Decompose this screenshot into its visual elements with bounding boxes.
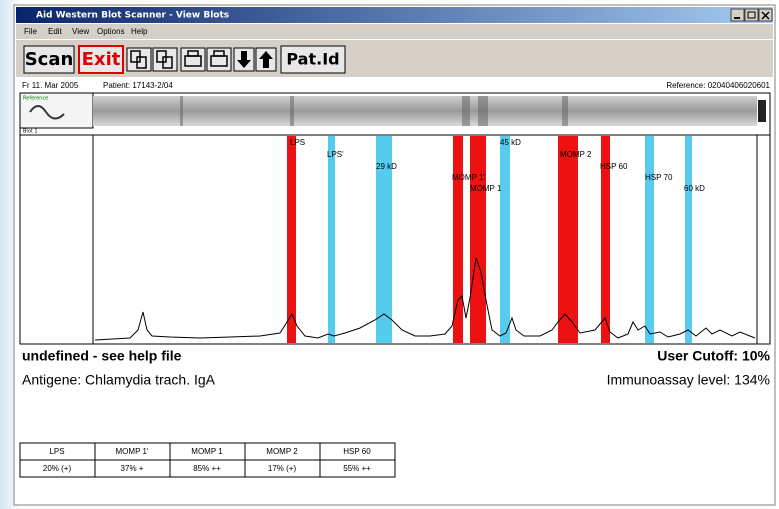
band-red [287, 136, 296, 343]
band-cyan [328, 136, 335, 343]
table-header: MOMP 1' [116, 447, 149, 456]
status: undefined - see help file [22, 348, 182, 364]
band-cyan [645, 136, 654, 343]
date: Fr 11. Mar 2005 [22, 81, 79, 90]
table-cell: 85% ++ [193, 464, 221, 473]
band-red [470, 136, 486, 343]
reference: Reference: 02040406020601 [666, 81, 770, 90]
table-header: HSP 60 [343, 447, 371, 456]
menu-item[interactable]: File [24, 27, 37, 36]
band-label: 29 kD [376, 162, 397, 171]
window-title: Aid Western Blot Scanner - View Blots [36, 11, 229, 21]
band-label: LPS [290, 138, 305, 147]
strip-band [562, 96, 568, 126]
reference-label: Reference [23, 96, 48, 102]
menu-item[interactable]: Help [131, 27, 148, 36]
band-red [558, 136, 578, 343]
table-cell: 55% ++ [343, 464, 371, 473]
band-cyan [500, 136, 510, 343]
app-window: Aid Western Blot Scanner - View Blots Fi… [0, 0, 779, 509]
band-label: 60 kD [684, 184, 705, 193]
band-label: MOMP 1' [452, 173, 485, 182]
patient: Patient: 17143-2/04 [103, 81, 173, 90]
table-header: MOMP 1 [191, 447, 223, 456]
table-header: LPS [49, 447, 64, 456]
band-label: HSP 70 [645, 173, 673, 182]
scan-label[interactable]: Scan [25, 49, 74, 70]
blot-strip [93, 96, 757, 126]
band-label: MOMP 1 [470, 184, 502, 193]
strip-band [180, 96, 183, 126]
band-label: HSP 60 [600, 162, 628, 171]
strip-band [290, 96, 294, 126]
strip-band [462, 96, 470, 126]
table-header: MOMP 2 [266, 447, 298, 456]
minimize-button[interactable] [731, 9, 744, 21]
band-red [453, 136, 463, 343]
window-controls[interactable] [731, 9, 772, 21]
table-cell: 20% (+) [43, 464, 72, 473]
blot-label: Blot 1 [23, 129, 38, 135]
immunoassay-level: Immunoassay level: 134% [607, 372, 770, 388]
table-cell: 17% (+) [268, 464, 297, 473]
menu-item[interactable]: Edit [48, 27, 63, 36]
results-table: LPS MOMP 1' MOMP 1 MOMP 2 HSP 60 20% (+)… [20, 443, 395, 477]
strip-marker [758, 100, 766, 122]
band-label: LPS' [327, 150, 344, 159]
exit-label[interactable]: Exit [82, 49, 121, 70]
antigen: Antigene: Chlamydia trach. IgA [22, 372, 216, 388]
band-label: 45 kD [500, 138, 521, 147]
band-label: MOMP 2 [560, 150, 592, 159]
band-cyan [685, 136, 692, 343]
maximize-button[interactable] [745, 9, 758, 21]
menu-bar [16, 24, 773, 39]
menu-item[interactable]: View [72, 27, 89, 36]
page: Aid Western Blot Scanner - View Blots Fi… [0, 0, 779, 509]
cutoff: User Cutoff: 10% [657, 348, 770, 364]
strip-band [478, 96, 488, 126]
table-cell: 37% + [121, 464, 144, 473]
patient-id-label[interactable]: Pat.Id [286, 50, 339, 69]
menu-item[interactable]: Options [97, 27, 125, 36]
